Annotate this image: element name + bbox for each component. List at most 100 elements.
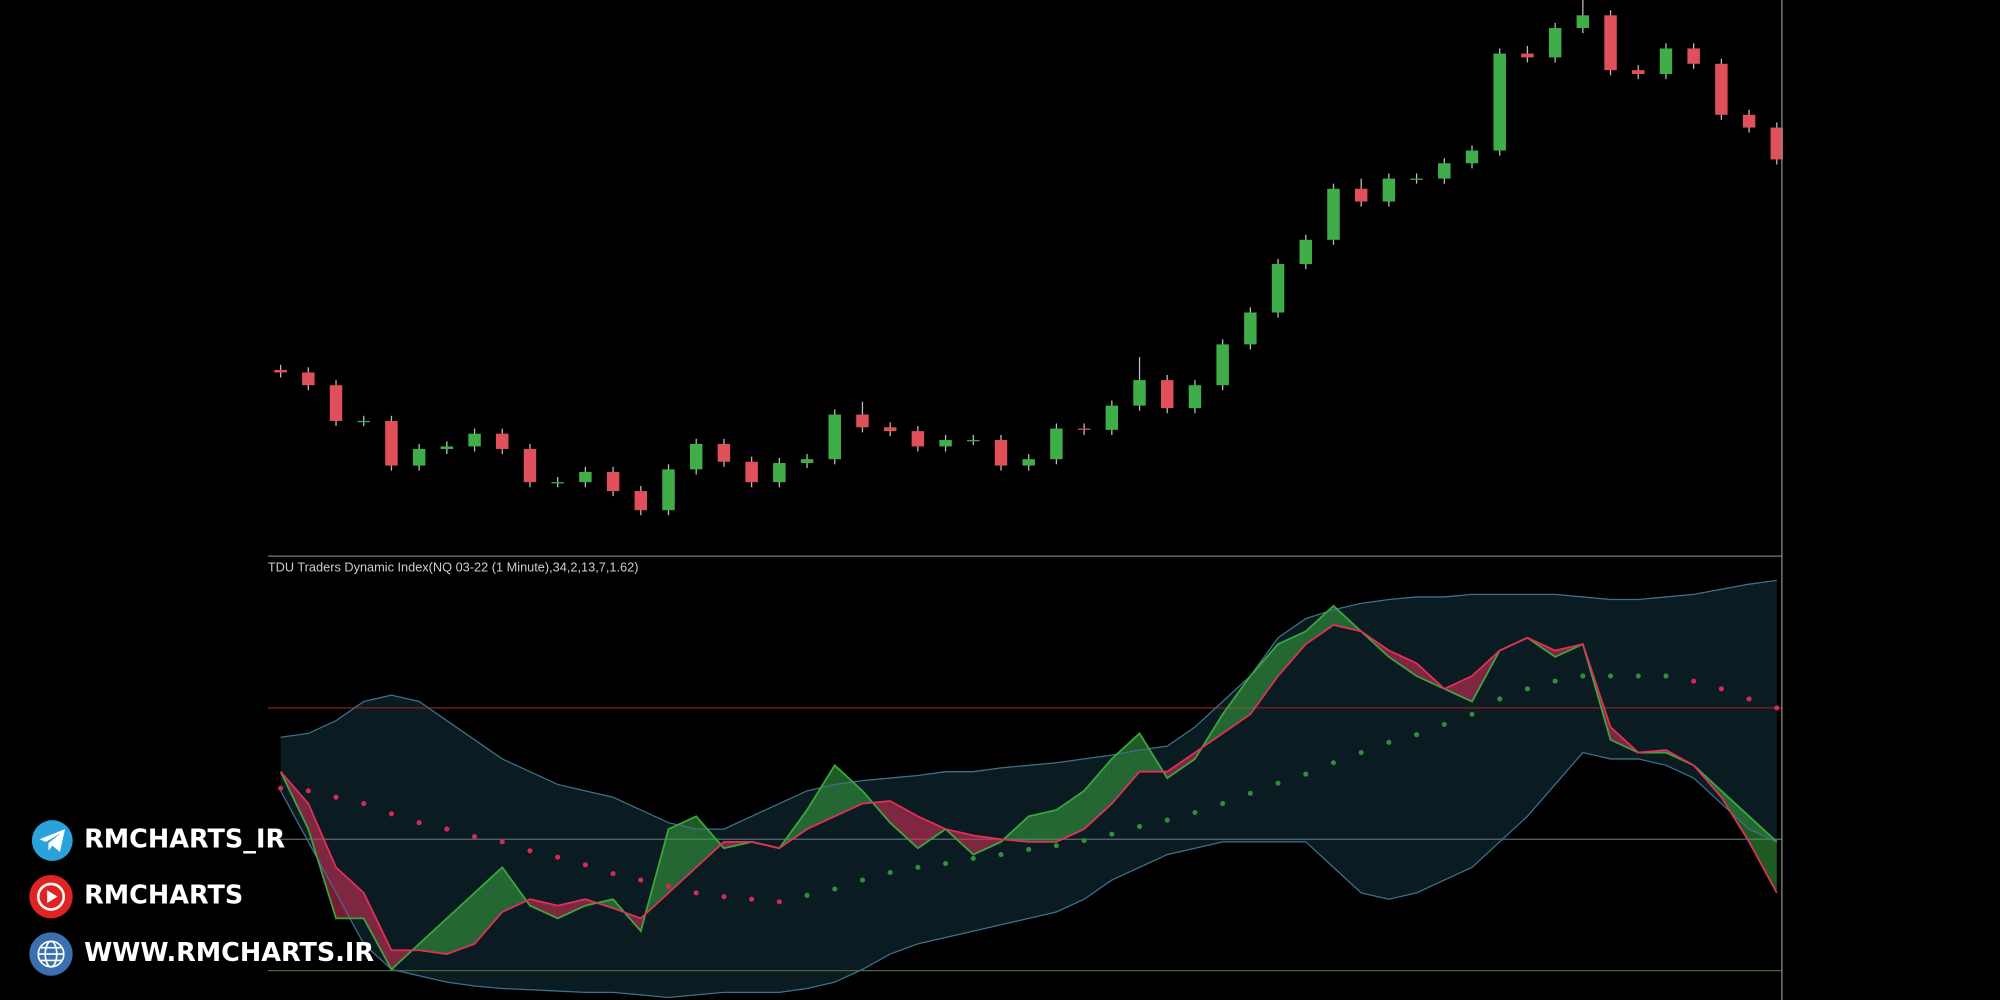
base-line-dot [693,890,699,896]
candle-body [1354,188,1368,202]
cross-fill [419,918,447,955]
cross-fill [1167,752,1195,779]
candle-body [773,463,786,483]
base-line-dot [1026,846,1032,853]
telegram-icon-plane [39,829,66,853]
base-line-dot [305,788,311,794]
candle-body [662,469,675,511]
candle-body [994,440,1008,466]
candle-body [1770,127,1784,160]
candle-body [496,433,509,449]
base-line-dot [1136,823,1143,830]
cross-fill [1305,605,1334,645]
candle-body [1410,178,1423,180]
candle-body [385,420,398,466]
candle-body [1188,385,1202,409]
candle-body [1050,428,1063,460]
price-panel [274,0,1784,516]
cross-fill [1056,790,1085,842]
base-line-dot [1414,732,1420,738]
base-line-dot [1663,673,1669,679]
candle-body [1521,53,1534,58]
cross-fill [973,835,1001,855]
candle-body [329,385,343,421]
candle-body [1548,28,1562,58]
candle-body [302,372,315,386]
base-line-dot [1330,760,1337,766]
base-line-dot [998,852,1004,858]
candle-body [634,491,648,511]
base-line-dot [555,854,561,860]
candle-body [1216,344,1229,386]
base-line-dot [1053,843,1059,849]
candle-body [939,440,952,447]
base-line-dot [1774,705,1780,711]
base-line-dot [721,894,727,900]
candle-body [1493,53,1506,151]
candle-body [468,433,481,447]
candle-body [1715,63,1728,115]
base-line-dot [1081,838,1087,844]
base-line-dot [499,839,505,845]
base-line-dot [1524,686,1530,692]
upper-band [280,579,1777,830]
cross-fill [363,892,392,970]
base-line-dot [333,794,339,800]
base-line-dot [1718,686,1724,692]
candle-body [606,471,620,492]
candle-body [883,427,897,432]
base-line-dot [970,855,976,861]
base-line-dot [915,864,921,870]
candle-body [967,440,980,442]
candle-body [1465,150,1479,164]
base-line-dot [776,899,782,905]
base-line-dot [388,811,394,817]
cross-fill [807,765,835,830]
base-line-dot [1247,790,1253,796]
candle-body [1659,48,1673,74]
candle-body [828,414,841,460]
candle-body [1742,114,1756,128]
base-line-dot [1635,673,1641,679]
base-line-dot [1109,831,1115,837]
candle-body [412,448,426,466]
base-line-dot [943,860,949,867]
watermark-text: RMCHARTS_IR [84,825,285,855]
candle-body [1160,380,1174,409]
cross-fill [557,899,586,919]
base-line-dot [1746,696,1752,702]
candle-body [1632,70,1645,74]
cross-fill [502,867,527,912]
watermark-website: WWW.RMCHARTS.IR [29,932,374,976]
cross-fill [1084,758,1112,830]
candle-body [1077,428,1091,430]
base-line-dot [832,886,838,892]
base-line-dot [859,877,866,883]
signal-line [279,624,1778,955]
cross-fill [668,816,697,893]
candle-body [1327,188,1340,240]
base-line-dot [1497,696,1503,702]
candle-body [1382,178,1396,202]
cross-fill [446,892,475,955]
cross-fill [1388,650,1417,677]
watermark-telegram: RMCHARTS_IR [31,820,285,861]
candle-body [1133,380,1146,406]
watermark-youtube: RMCHARTS [29,875,243,919]
watermark-text: RMCHARTS [84,881,243,911]
youtube-icon-ring [36,882,66,911]
base-line-dot [1303,771,1309,777]
base-line-dot [1192,809,1198,816]
candle-body [357,420,370,423]
base-line-dot [1691,678,1697,684]
base-line-dot [1441,721,1447,728]
base-line-dot [610,871,616,877]
base-line-dot [416,820,422,826]
candle-body [856,414,869,428]
candle-body [1576,15,1590,29]
base-line-dot [887,869,893,875]
candle-body [1244,312,1257,345]
candle-body [1022,459,1035,466]
candle-body [1687,48,1700,64]
